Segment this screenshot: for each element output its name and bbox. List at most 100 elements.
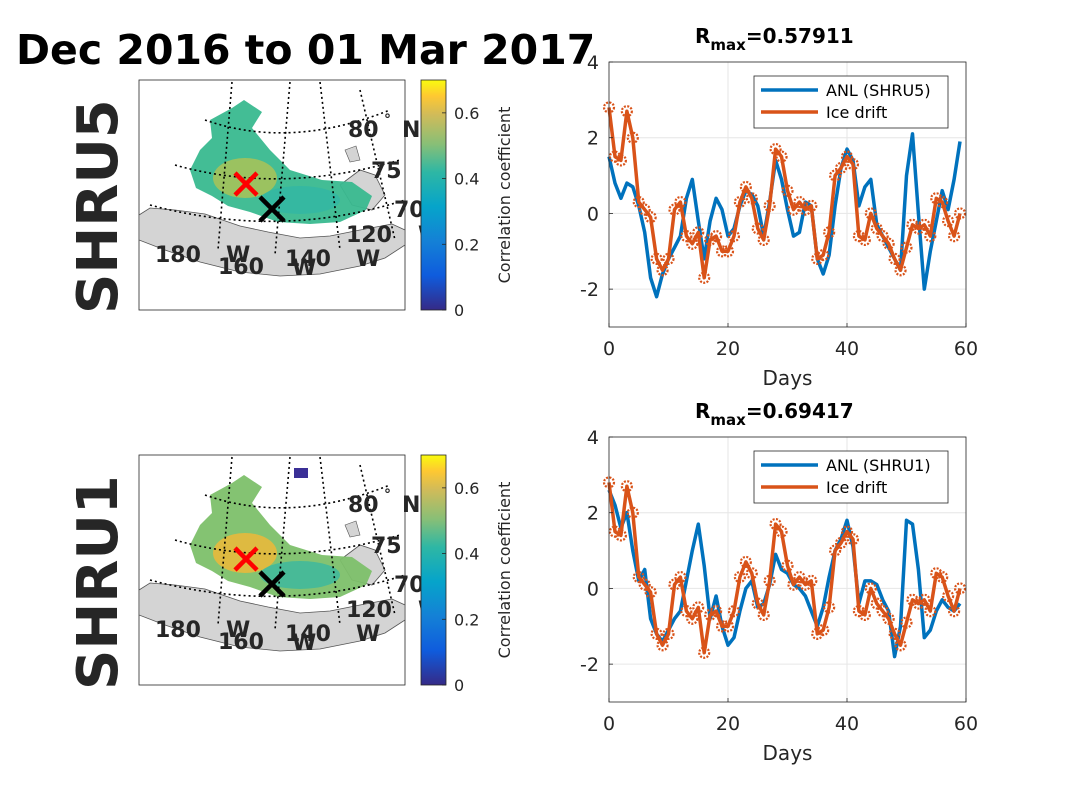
data-point-ice-drift xyxy=(834,536,848,550)
lon-label-140: 140 xyxy=(285,247,331,272)
data-point-ice-drift xyxy=(668,578,681,591)
data-point-ice-drift xyxy=(650,252,663,265)
map-panel-shru5: 80°N7570N180W160W140120WW00.20.40.6Corre… xyxy=(138,79,514,320)
longitude-line-120 xyxy=(359,89,396,241)
y-tick-label: 0 xyxy=(587,203,599,225)
data-point-ice-drift xyxy=(704,608,717,622)
colorbar xyxy=(420,454,447,686)
data-point-ice-drift xyxy=(656,264,669,277)
red-x-marker xyxy=(233,546,259,572)
data-point-ice-drift xyxy=(674,195,687,209)
lon-label-140: 140 xyxy=(285,622,331,647)
colorbar-tick-label: 0.2 xyxy=(454,235,479,254)
lon-label-160-w: W xyxy=(292,631,316,656)
lat-label-75: 75 xyxy=(371,534,402,559)
data-point-ice-drift xyxy=(811,252,824,265)
data-point-ice-drift xyxy=(858,608,871,622)
data-point-ice-drift xyxy=(680,230,693,243)
map-content xyxy=(139,456,405,652)
land-island xyxy=(344,145,361,163)
data-point-ice-drift xyxy=(733,195,747,209)
x-tick-label: 40 xyxy=(835,713,859,735)
longitude-line-140 xyxy=(319,456,341,626)
data-point-ice-drift xyxy=(942,214,955,228)
colorbar-tick-label: 0.4 xyxy=(454,170,479,189)
data-point-ice-drift xyxy=(709,230,723,243)
data-point-ice-drift xyxy=(632,195,645,209)
data-point-ice-drift xyxy=(662,627,675,640)
colorbar-tick-label: 0.6 xyxy=(454,104,479,123)
latitude-line-75 xyxy=(174,159,401,180)
x-axis-label: Days xyxy=(763,741,813,765)
data-point-ice-drift xyxy=(781,184,794,197)
data-point-ice-drift xyxy=(828,544,842,557)
x-tick-label: 20 xyxy=(716,713,740,735)
colorbar-label: Correlation coefficient xyxy=(495,107,514,284)
x-tick-label: 20 xyxy=(716,338,740,360)
data-point-ice-drift xyxy=(751,222,764,235)
data-point-ice-drift xyxy=(947,605,961,618)
data-point-ice-drift xyxy=(823,226,836,239)
data-point-ice-drift xyxy=(763,574,776,587)
lon-label-180: 180 xyxy=(155,618,201,643)
data-point-ice-drift xyxy=(840,150,854,163)
data-point-ice-drift xyxy=(912,597,925,610)
data-point-ice-drift xyxy=(805,574,818,587)
data-point-ice-drift xyxy=(894,639,907,652)
data-point-ice-drift xyxy=(787,578,800,591)
data-point-ice-drift xyxy=(775,150,788,163)
data-point-ice-drift xyxy=(924,605,937,618)
land-alaska xyxy=(139,207,405,277)
data-point-ice-drift xyxy=(924,230,937,243)
y-tick-label: 0 xyxy=(587,578,599,600)
x-tick-label: 60 xyxy=(954,713,978,735)
x-tick-label: 60 xyxy=(954,338,978,360)
data-point-ice-drift xyxy=(882,237,895,250)
data-point-ice-drift xyxy=(644,586,657,599)
data-point-ice-drift xyxy=(953,582,967,595)
lat-label-70: 70 xyxy=(394,573,425,598)
data-point-ice-drift xyxy=(942,589,955,603)
data-point-ice-drift xyxy=(662,252,675,265)
data-point-ice-drift xyxy=(953,207,967,220)
lon-label-180: 180 xyxy=(155,243,201,268)
data-point-ice-drift xyxy=(900,616,913,629)
data-point-ice-drift xyxy=(894,264,907,277)
correlation-cell-low xyxy=(294,468,308,478)
data-point-ice-drift xyxy=(888,627,901,640)
data-point-ice-drift xyxy=(686,612,699,625)
data-point-ice-drift xyxy=(626,131,639,144)
data-point-ice-drift xyxy=(715,245,729,258)
latitude-line-70 xyxy=(149,574,405,598)
data-point-ice-drift xyxy=(745,567,758,580)
data-point-ice-drift xyxy=(912,222,925,235)
data-point-ice-drift xyxy=(834,161,848,175)
data-point-ice-drift xyxy=(757,233,770,247)
longitude-line-160 xyxy=(274,456,291,631)
data-point-ice-drift xyxy=(888,252,901,265)
lon-label-120-w: W xyxy=(356,247,380,272)
lon-label-160-w: W xyxy=(292,256,316,281)
data-point-ice-drift xyxy=(680,605,693,618)
legend-label: ANL (SHRU1) xyxy=(826,456,931,475)
longitude-line-180 xyxy=(217,456,233,626)
data-point-ice-drift xyxy=(751,597,764,610)
data-point-ice-drift xyxy=(823,601,836,614)
lon-label-180-w: W xyxy=(226,243,250,268)
data-point-ice-drift xyxy=(614,154,628,167)
data-point-ice-drift xyxy=(739,180,752,194)
data-point-ice-drift xyxy=(876,605,889,618)
longitude-line-140 xyxy=(319,81,341,251)
data-point-ice-drift xyxy=(733,570,747,584)
data-point-ice-drift xyxy=(799,203,812,216)
black-x-marker xyxy=(258,195,286,223)
y-tick-label: -2 xyxy=(580,279,599,301)
data-point-ice-drift xyxy=(698,646,711,659)
data-point-ice-drift xyxy=(799,578,812,591)
axes-box xyxy=(608,61,967,328)
data-point-ice-drift xyxy=(739,555,752,569)
lon-label-120-w: W xyxy=(356,622,380,647)
data-point-ice-drift xyxy=(709,605,723,618)
data-point-ice-drift xyxy=(846,158,860,171)
lon-label-160: 160 xyxy=(218,255,264,280)
